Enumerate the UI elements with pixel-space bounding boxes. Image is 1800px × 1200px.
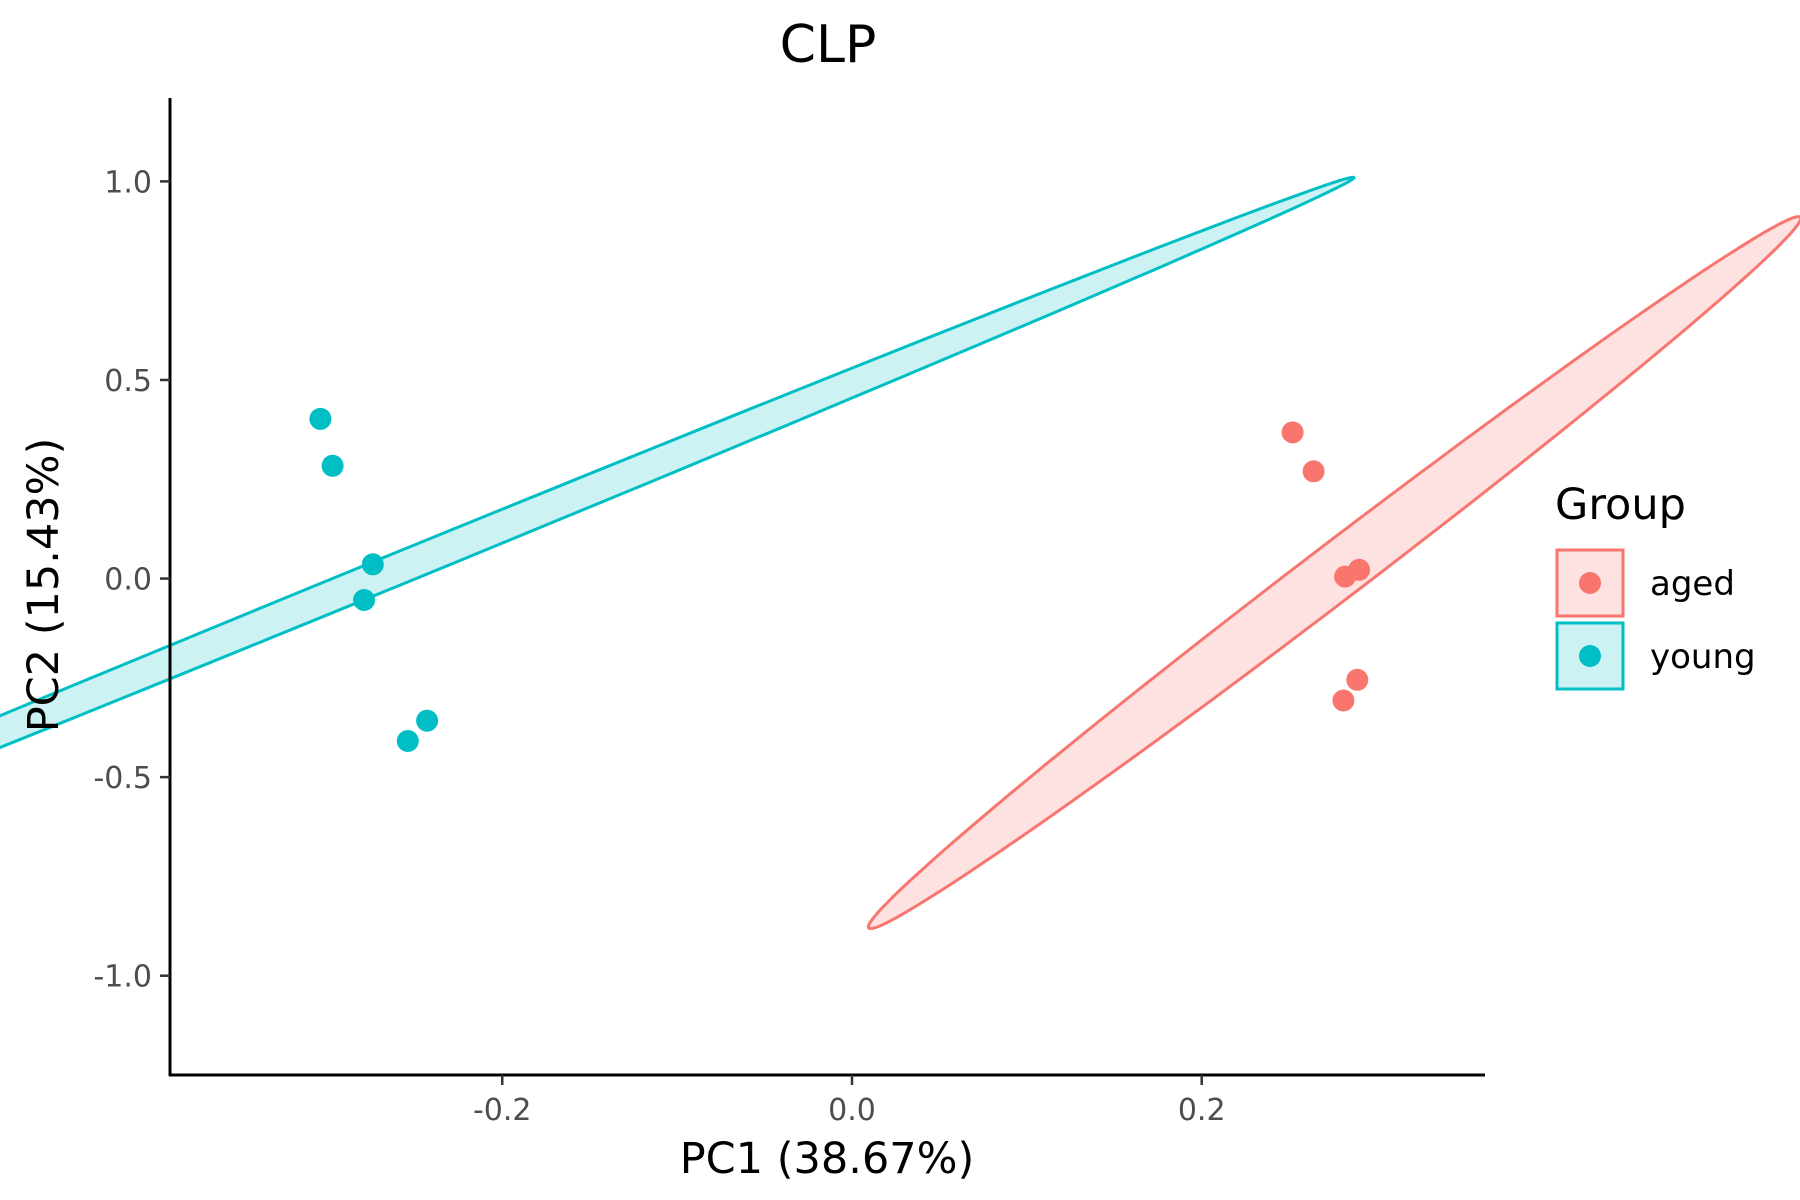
legend-label-young: young (1650, 637, 1756, 677)
y-tick-label: 1.0 (104, 165, 152, 200)
y-tick-label: 0.5 (104, 364, 152, 399)
legend-items: aged young (1555, 548, 1756, 691)
x-tick-label: 0.0 (828, 1093, 876, 1128)
point-young-5 (396, 730, 419, 752)
point-aged-1 (1281, 421, 1304, 444)
y-tick-label: -1.0 (93, 960, 152, 995)
legend-label-aged: aged (1650, 564, 1735, 604)
y-tick-label: 0.0 (104, 563, 152, 598)
x-axis-title: PC1 (38.67%) (680, 1134, 975, 1184)
legend-marker-aged (1579, 572, 1601, 594)
plot-area (0, 175, 1800, 931)
x-tick-label: 0.2 (1178, 1093, 1226, 1128)
point-aged-2 (1302, 460, 1325, 483)
x-axis-ticks: -0.2 0.0 0.2 (473, 1075, 1226, 1128)
y-axis-title: PC2 (15.43%) (19, 438, 69, 733)
x-tick-label: -0.2 (473, 1093, 532, 1128)
chart-title: CLP (780, 15, 877, 75)
point-young-1 (309, 407, 332, 430)
point-aged-6 (1332, 689, 1355, 712)
y-axis-ticks: 1.0 0.5 0.0 -0.5 -1.0 (93, 165, 170, 995)
y-tick-label: -0.5 (93, 761, 152, 796)
legend: Group aged young (1555, 480, 1756, 691)
point-aged-5 (1346, 668, 1369, 691)
point-young-6 (416, 709, 439, 732)
legend-title: Group (1555, 480, 1686, 530)
legend-marker-young (1579, 645, 1601, 667)
point-young-4 (353, 589, 376, 611)
point-young-2 (321, 454, 344, 477)
point-young-3 (361, 553, 384, 576)
confidence-ellipse-young (0, 175, 1356, 750)
point-aged-4 (1348, 558, 1371, 581)
confidence-ellipse-aged (866, 215, 1800, 931)
